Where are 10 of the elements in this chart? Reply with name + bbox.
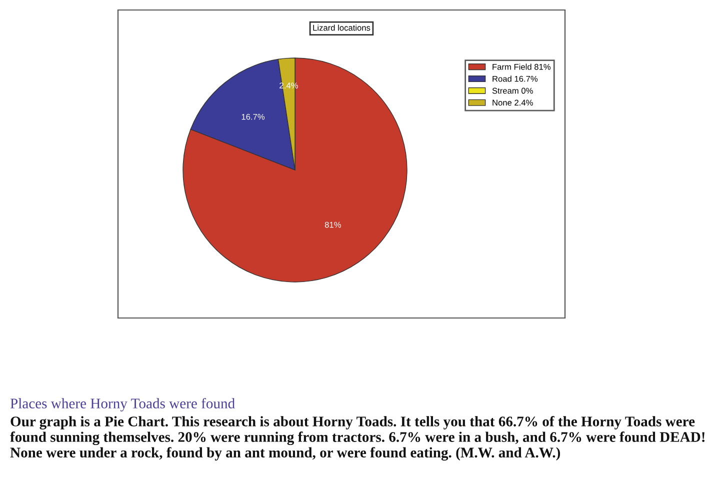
legend-label: None 2.4% [492,100,533,106]
data-label: 16.7% [242,114,265,120]
text: Places where Horny Toads were found [10,398,235,412]
data-label: 81% [324,222,341,228]
pie-slice [182,58,408,282]
legend-label: Road 16.7% [492,76,538,82]
legend-label: Stream 0% [492,88,533,94]
legend-label: Farm Field 81% [492,64,550,70]
text: Our graph is a Pie Chart. This research is about Horny Toads. It tells you that 66.7% of the Horny Toads were found sunning themselves. 20% were running from tractors. 6.7% were in a bush, and 6.7% were found DEAD! None were under a rock, found by an ant mound, or were found eating. (M.W. and A.W.) [10,416,704,461]
chart-title: Lizard locations [313,24,370,31]
